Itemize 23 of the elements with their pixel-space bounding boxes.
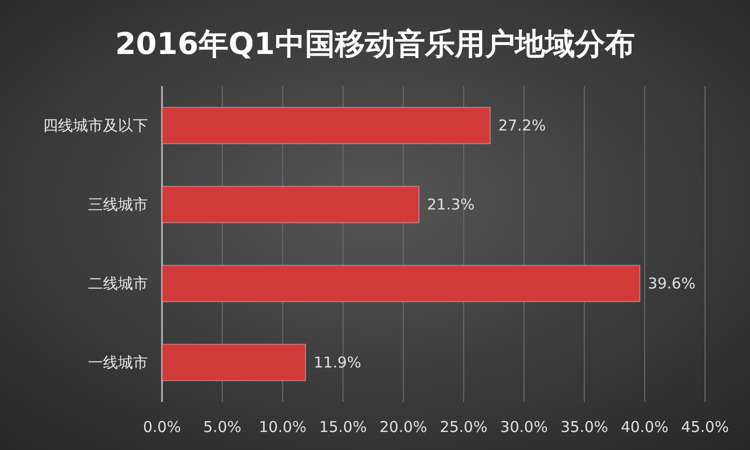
x-tick-label: 5.0% <box>203 418 242 436</box>
x-tick-label: 40.0% <box>620 418 668 436</box>
x-tick-label: 45.0% <box>681 418 729 436</box>
x-tick-label: 20.0% <box>380 418 428 436</box>
x-tick-label: 0.0% <box>142 418 182 436</box>
x-tick-label: 25.0% <box>440 418 488 436</box>
bar <box>162 186 420 224</box>
y-tick-label: 一线城市 <box>88 354 148 372</box>
data-label: 21.3% <box>427 196 475 214</box>
data-label: 27.2% <box>498 116 546 134</box>
y-tick-label: 四线城市及以下 <box>43 116 148 134</box>
x-tick-label: 35.0% <box>560 418 608 436</box>
data-label: 11.9% <box>314 354 362 372</box>
y-tick-label: 二线城市 <box>88 274 148 292</box>
bar <box>162 264 640 302</box>
bar <box>162 106 491 144</box>
data-label: 39.6% <box>648 274 696 292</box>
x-tick-label: 30.0% <box>500 418 548 436</box>
bar <box>162 344 306 382</box>
x-tick-label: 15.0% <box>319 418 367 436</box>
x-tick-label: 10.0% <box>258 418 306 436</box>
chart-title: 2016年Q1中国移动音乐用户地域分布 <box>115 27 635 62</box>
y-tick-label: 三线城市 <box>88 196 148 214</box>
